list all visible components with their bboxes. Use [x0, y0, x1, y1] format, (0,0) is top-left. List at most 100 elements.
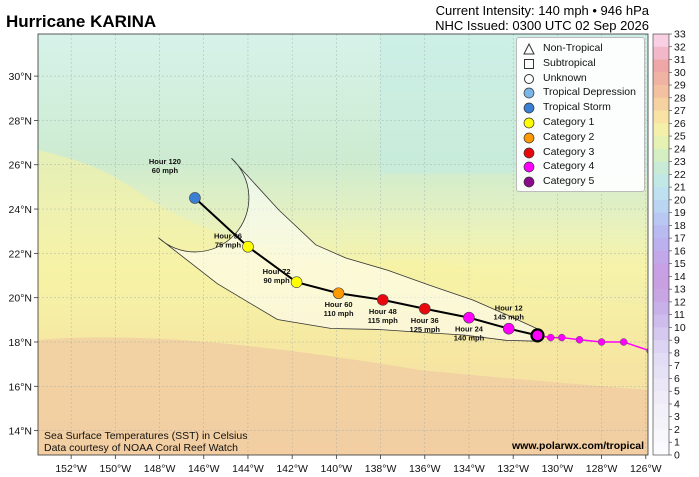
forecast-hour-label: Hour 72: [263, 267, 291, 276]
colorbar-label: 11: [674, 309, 685, 321]
colorbar-segment: [653, 148, 669, 163]
colorbar-segment: [653, 161, 669, 175]
lon-label: 132°W: [497, 463, 529, 475]
colorbar-segment: [653, 403, 669, 418]
colorbar-segment: [653, 391, 669, 405]
colorbar-label: 27: [674, 105, 686, 117]
sst-warmest-band: [38, 337, 648, 455]
legend-item-label: Non-Tropical: [543, 42, 603, 54]
colorbar-label: 30: [674, 67, 686, 79]
legend-item-label: Unknown: [543, 71, 587, 84]
legend-item-label: Tropical Depression: [543, 86, 636, 99]
colorbar-label: 3: [674, 411, 680, 423]
colorbar-segment: [653, 34, 669, 48]
triangle-icon: [523, 42, 535, 55]
source-url[interactable]: www.polarwx.com/tropical: [512, 440, 645, 452]
forecast-wind-label: 115 mph: [368, 316, 398, 325]
noaa-credit: Data courtesy of NOAA Coral Reef Watch: [44, 442, 238, 454]
legend-item-label: Category 5: [543, 175, 595, 188]
legend-item-label: Category 2: [543, 130, 595, 143]
storm-title: Hurricane KARINA: [6, 12, 157, 31]
colorbar-label: 13: [674, 284, 686, 296]
lon-label: 144°W: [232, 463, 264, 475]
colorbar-segment: [653, 187, 669, 201]
colorbar-label: 14: [674, 271, 686, 283]
lon-label: 136°W: [409, 463, 441, 475]
current-position-marker: [530, 328, 545, 343]
lon-label: 130°W: [542, 463, 574, 475]
circle-icon: [523, 132, 535, 144]
forecast-point-marker: [502, 322, 515, 335]
lat-label: 14°N: [9, 426, 32, 438]
colorbar-segment: [653, 199, 669, 214]
colorbar-label: 16: [674, 245, 686, 257]
forecast-point-marker: [463, 311, 475, 324]
lat-label: 20°N: [9, 293, 32, 305]
map-frame: [37, 33, 649, 456]
colorbar-label: 29: [674, 80, 686, 92]
colorbar-segment: [653, 59, 669, 73]
colorbar-segment: [653, 174, 669, 188]
past-position-marker: [547, 333, 555, 342]
forecast-wind-label: 145 mph: [494, 313, 525, 322]
forecast-hour-label: Hour 96: [214, 232, 242, 241]
colorbar-label: 10: [674, 322, 686, 334]
colorbar-segment: [653, 225, 669, 239]
forecast-point-marker: [332, 287, 345, 300]
lat-label: 26°N: [9, 160, 32, 172]
forecast-hour-label: Hour 120: [149, 157, 181, 166]
colorbar-label: 7: [674, 360, 680, 372]
colorbar-segment: [653, 97, 669, 112]
lat-label: 22°N: [9, 248, 32, 260]
circle-icon: [523, 102, 535, 114]
colorbar-segment: [653, 289, 669, 303]
axis-labels: 152°W 150°W 148°W 146°W 144°W 142°W 140°W 138°W…: [9, 71, 662, 475]
colorbar-segment: [653, 416, 669, 430]
colorbar-frame: [652, 33, 670, 456]
lon-label: 146°W: [188, 463, 220, 475]
past-position-marker: [575, 336, 584, 344]
colorbar-label: 26: [674, 118, 686, 130]
lon-label: 134°W: [453, 463, 485, 475]
sst-colorbar: 3332313029282726252423222120191817161514…: [652, 29, 686, 462]
colorbar-segment: [653, 212, 669, 226]
sst-credit: Sea Surface Temperatures (SST) in Celsiu…: [44, 430, 248, 442]
colorbar-segment: [653, 327, 669, 341]
circle-open-icon: [523, 73, 535, 85]
colorbar-segment: [653, 276, 669, 290]
forecast-wind-label: 140 mph: [454, 334, 485, 343]
forecast-wind-label: 60 mph: [152, 166, 179, 175]
forecast-wind-label: 110 mph: [324, 309, 354, 318]
past-position-marker: [619, 338, 628, 346]
colorbar-segment: [653, 85, 669, 99]
colorbar-label: 19: [674, 207, 686, 219]
lon-label: 126°W: [630, 463, 662, 475]
colorbar-segment: [653, 429, 669, 443]
colorbar-label: 24: [674, 143, 686, 155]
colorbar-segment: [653, 314, 669, 328]
forecast-hour-label: Hour 24: [455, 325, 484, 334]
colorbar-segment: [653, 72, 669, 86]
lon-label: 128°W: [586, 463, 618, 475]
colorbar-segment: [653, 442, 669, 456]
colorbar-segment: [653, 250, 669, 265]
circle-icon: [523, 161, 535, 173]
forecast-hour-label: Hour 48: [369, 307, 397, 316]
past-position-marker: [597, 338, 606, 346]
colorbar-label: 17: [674, 233, 686, 245]
colorbar-label: 25: [674, 131, 686, 143]
colorbar-label: 31: [674, 54, 686, 66]
colorbar-label: 12: [674, 296, 686, 308]
colorbar-label: 22: [674, 169, 686, 181]
colorbar-segment: [653, 238, 669, 252]
colorbar-label: 9: [674, 335, 680, 347]
current-intensity: Current Intensity: 140 mph • 946 hPa: [435, 3, 649, 18]
lat-label: 30°N: [9, 71, 32, 83]
colorbar-label: 8: [674, 347, 680, 359]
forecast-point-marker: [242, 240, 254, 253]
past-position-marker: [558, 333, 566, 342]
square-icon: [523, 58, 535, 70]
forecast-wind-label: 125 mph: [410, 325, 441, 334]
forecast-wind-label: 75 mph: [215, 241, 242, 250]
